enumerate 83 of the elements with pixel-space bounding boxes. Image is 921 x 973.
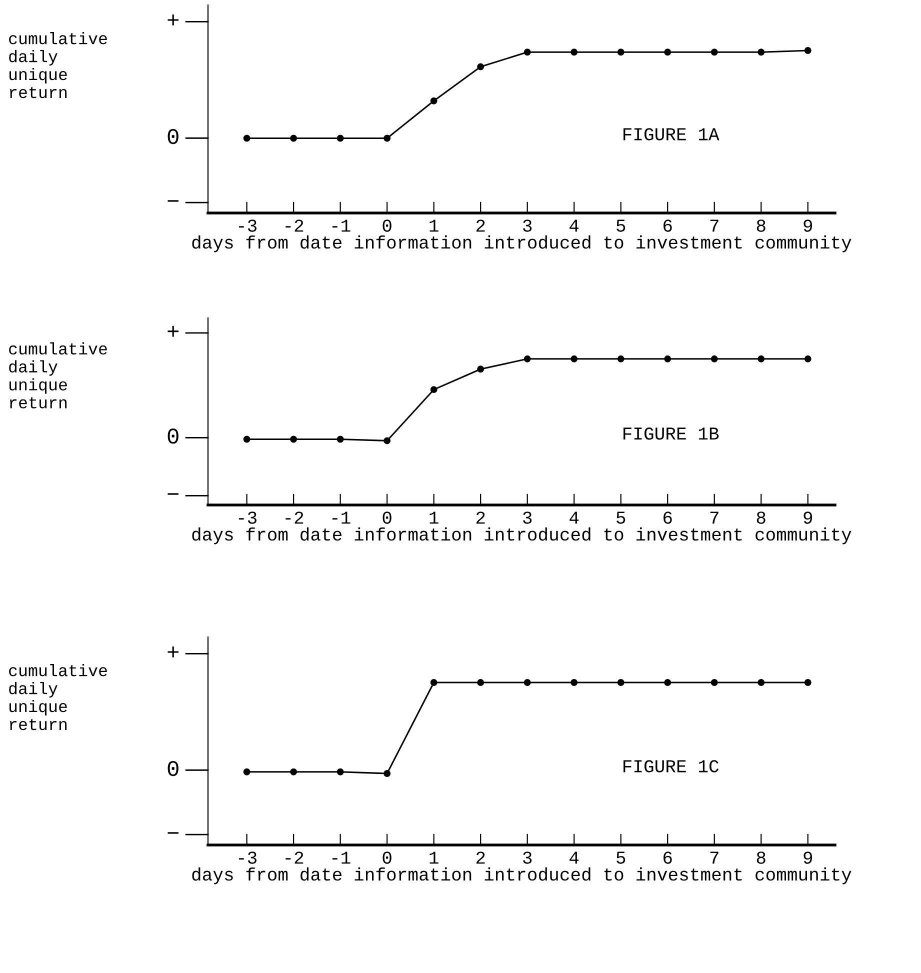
x-tick-label: 8 xyxy=(756,852,766,864)
x-tick-label: 1 xyxy=(430,220,438,232)
point xyxy=(384,437,391,444)
point xyxy=(710,355,718,362)
x-tick-label: -2 xyxy=(286,220,304,232)
annotation: FIGURE 1C xyxy=(624,760,719,772)
point xyxy=(477,63,484,70)
point xyxy=(430,386,438,394)
point xyxy=(758,355,765,362)
text: + xyxy=(168,646,179,658)
x-tick-label: -2 xyxy=(286,852,304,864)
x-tick-label: -3 xyxy=(238,852,256,864)
x-tick-label: 6 xyxy=(664,852,672,864)
point xyxy=(570,355,578,362)
x-tick-label: 6 xyxy=(664,220,672,232)
x-tick-label: 1 xyxy=(430,852,438,864)
point xyxy=(336,134,344,142)
text: 0 xyxy=(168,129,178,144)
x-tick-label: -3 xyxy=(238,220,256,232)
point xyxy=(290,134,298,142)
annotation: FIGURE 1B xyxy=(624,427,719,440)
x-tick-label: 2 xyxy=(476,852,485,864)
text: − xyxy=(168,493,179,495)
x-tick-label: -2 xyxy=(286,512,304,524)
x-tick-label: -1 xyxy=(332,512,350,524)
point xyxy=(804,47,812,54)
x-tick-label: 5 xyxy=(616,512,626,524)
x-axis-title: days from date information introduced to investment community xyxy=(192,867,852,884)
x-tick-label: 0 xyxy=(382,852,392,864)
text: 0 xyxy=(168,428,178,444)
x-tick-label: 4 xyxy=(570,512,579,524)
x-tick-label: 2 xyxy=(476,220,485,232)
x-tick-label: 9 xyxy=(804,852,812,864)
x-tick-label: 7 xyxy=(710,852,718,864)
text: + xyxy=(168,14,179,26)
point xyxy=(710,48,718,56)
point xyxy=(664,48,672,56)
x-tick-label: 8 xyxy=(756,512,766,524)
text: + xyxy=(168,326,179,337)
x-tick-label: 0 xyxy=(382,220,392,232)
x-tick-label: -3 xyxy=(238,512,256,524)
x-tick-label: 6 xyxy=(664,512,672,524)
y-axis-title: cumulative daily unique return xyxy=(9,32,107,98)
x-axis-title: days from date information introduced to investment community xyxy=(192,235,852,252)
point xyxy=(524,48,531,56)
point xyxy=(758,48,765,56)
point xyxy=(430,97,438,104)
x-tick-label: 5 xyxy=(616,220,626,232)
x-tick-label: 0 xyxy=(382,512,392,524)
point xyxy=(243,134,250,142)
point xyxy=(664,355,672,362)
text: − xyxy=(168,832,179,834)
x-tick-label: 8 xyxy=(756,220,766,232)
point xyxy=(477,366,484,373)
y-axis-title: cumulative daily unique return xyxy=(9,664,107,730)
point xyxy=(617,355,624,362)
y-axis-title: cumulative daily unique return xyxy=(9,342,107,408)
point xyxy=(804,355,812,362)
text: 0 xyxy=(168,761,178,776)
point xyxy=(243,436,250,443)
x-tick-label: 9 xyxy=(804,220,812,232)
x-tick-label: 2 xyxy=(476,512,485,524)
point xyxy=(570,48,578,56)
point xyxy=(336,436,344,443)
point xyxy=(617,48,624,56)
point xyxy=(384,134,391,142)
x-tick-label: 4 xyxy=(570,852,579,864)
point xyxy=(290,436,298,443)
point xyxy=(524,355,531,362)
x-tick-label: 7 xyxy=(710,220,718,232)
x-tick-label: 7 xyxy=(710,512,718,524)
x-tick-label: 4 xyxy=(570,220,579,232)
text: − xyxy=(168,200,179,202)
x-tick-label: -1 xyxy=(332,220,350,232)
x-tick-label: -1 xyxy=(332,852,350,864)
x-tick-label: 3 xyxy=(523,220,532,232)
x-tick-label: 3 xyxy=(523,512,532,524)
annotation: FIGURE 1A xyxy=(624,128,720,140)
x-tick-label: 1 xyxy=(430,512,438,524)
x-tick-label: 9 xyxy=(804,512,812,524)
x-tick-label: 5 xyxy=(616,852,626,864)
x-axis-title: days from date information introduced to investment community xyxy=(192,527,852,544)
x-tick-label: 3 xyxy=(523,852,532,864)
